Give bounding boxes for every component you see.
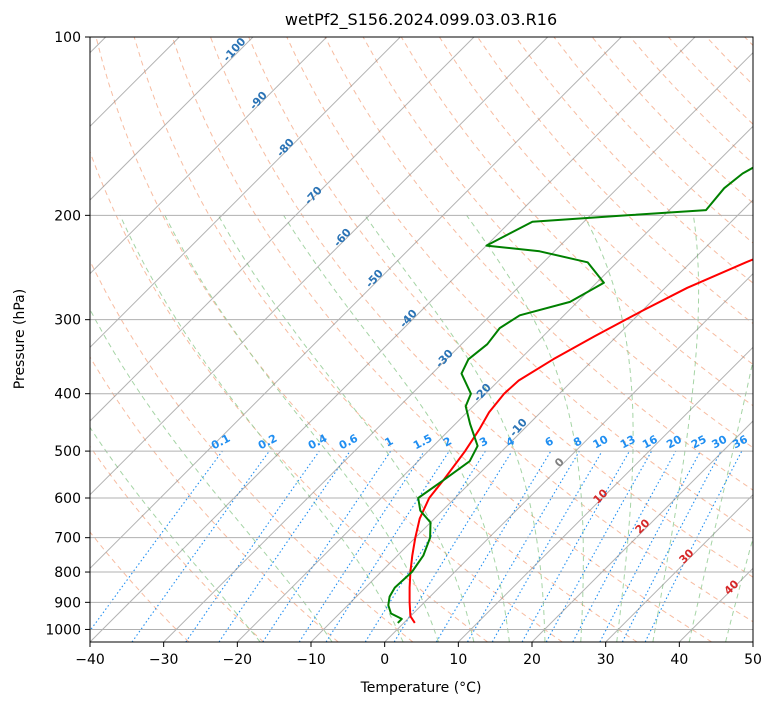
moist-adiabat-line — [364, 215, 546, 642]
y-tick-label: 700 — [54, 531, 81, 547]
dewpoint-profile-line — [387, 166, 753, 624]
mixing-ratio-line — [572, 450, 677, 642]
dry-adiabat-line — [90, 150, 488, 642]
moist-adiabat-line — [119, 215, 404, 642]
grid — [90, 37, 753, 642]
y-tick-label: 500 — [54, 444, 81, 460]
mixing-ratio-label: 36 — [730, 433, 750, 452]
x-tick-label: 50 — [744, 652, 762, 668]
y-tick-label: 400 — [54, 387, 81, 403]
mixing-ratio-line — [545, 450, 653, 642]
isotherm-line — [90, 37, 696, 642]
dry-adiabat-line — [438, 37, 753, 366]
mixing-ratio-line — [644, 450, 743, 642]
isotherm-line — [90, 37, 475, 422]
moist-adiabat-line — [688, 358, 753, 642]
x-tick-label: −10 — [296, 652, 326, 668]
moist-adiabat-line — [466, 215, 584, 642]
mixing-ratio-label: 20 — [664, 433, 684, 452]
y-axis-title: Pressure (hPa) — [12, 289, 28, 389]
mixing-ratio-line — [218, 450, 351, 642]
isotherm-line — [310, 199, 753, 642]
mixing-ratio-line — [298, 450, 425, 642]
plot-background — [90, 37, 753, 642]
moist-adiabat-line — [217, 215, 475, 642]
moist-adiabat-line — [583, 215, 634, 642]
mixing-ratio-line — [131, 450, 270, 642]
mixing-ratio-line — [262, 450, 392, 642]
isotherm-line — [236, 125, 753, 642]
plot-frame — [89, 36, 754, 643]
mixing-ratio-line — [393, 450, 513, 642]
mixing-ratio-label: 10 — [591, 433, 611, 452]
mixing-ratio-line — [90, 450, 223, 632]
y-tick-label: 900 — [54, 595, 81, 611]
dry-adiabat-line — [95, 37, 563, 642]
isotherm-line — [531, 420, 753, 642]
y-axis: 100 200 300 400 500 600 700 800 900 1000 — [45, 30, 90, 638]
moist-adiabat-line — [90, 426, 261, 642]
y-tick-label: 600 — [54, 491, 81, 507]
mixing-ratio-label: 30 — [710, 433, 730, 452]
mixing-ratio-label: 13 — [618, 433, 638, 452]
isotherm-line — [90, 37, 622, 570]
moist-adiabat-line — [164, 215, 439, 642]
dry-adiabat-line — [515, 37, 753, 284]
x-tick-label: 40 — [670, 652, 688, 668]
isotherm-line — [90, 37, 254, 201]
isotherm-line — [90, 37, 328, 275]
dry-adiabat-line — [248, 37, 753, 578]
isotherm-line — [605, 493, 753, 642]
x-axis: −40 −30 −20 −10 0 10 20 30 40 50 — [75, 642, 762, 668]
isotherm-line — [90, 37, 549, 496]
dry-adiabat-line — [171, 37, 712, 642]
moist-adiabat-line — [283, 215, 510, 642]
y-tick-label: 300 — [54, 313, 81, 329]
chart-title: wetPf2_S156.2024.099.03.03.R16 — [285, 10, 557, 30]
y-tick-label: 1000 — [45, 622, 81, 638]
series-layer — [387, 166, 753, 624]
temperature-profile-line — [408, 258, 753, 624]
x-tick-label: −20 — [223, 652, 253, 668]
x-tick-label: 10 — [449, 652, 467, 668]
dry-adiabat-line — [210, 37, 753, 623]
mixing-ratio-label: 25 — [689, 433, 709, 452]
x-tick-label: −40 — [75, 652, 105, 668]
y-tick-label: 100 — [54, 30, 81, 46]
dry-adiabat-line — [400, 37, 753, 407]
isotherm-line — [384, 272, 753, 642]
isotherm-line — [163, 51, 753, 642]
dry-adiabat-line — [90, 445, 264, 642]
mixing-ratio-line — [521, 450, 630, 642]
dry-adiabat-line — [90, 356, 339, 642]
isotherm-line — [90, 37, 401, 349]
isotherm-line — [457, 346, 753, 642]
y-tick-label: 200 — [54, 208, 81, 224]
x-axis-title: Temperature (°C) — [360, 680, 482, 696]
y-tick-label: 800 — [54, 565, 81, 581]
moist-adiabat-line — [652, 215, 700, 642]
mixing-ratio-line — [185, 450, 320, 642]
x-tick-label: −30 — [149, 652, 179, 668]
mixing-ratio-line — [325, 450, 450, 642]
x-tick-label: 0 — [380, 652, 389, 668]
x-tick-label: 20 — [523, 652, 541, 668]
dry-adiabat-line — [90, 531, 190, 642]
moist-adiabat-line — [90, 308, 333, 642]
mixing-ratio-label: 16 — [640, 433, 660, 452]
moist-adiabat-line — [725, 536, 753, 642]
x-tick-label: 30 — [597, 652, 615, 668]
